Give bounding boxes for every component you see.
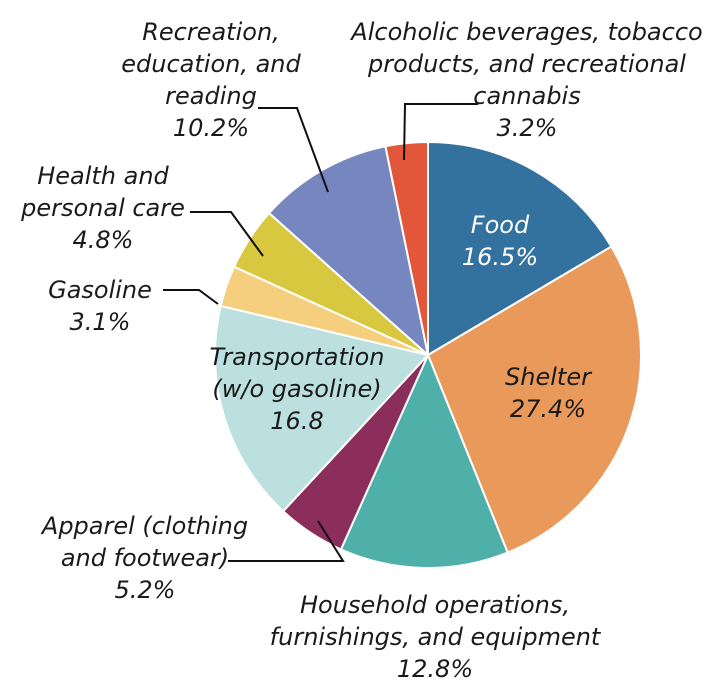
slice-label-line: 10.2%: [173, 114, 249, 142]
pie-slice-transportation: [214, 304, 430, 513]
slice-label-line: 4.8%: [73, 226, 134, 254]
slice-label-household: Household operations, furnishings, and eq…: [270, 591, 602, 683]
slice-label-line: Shelter: [505, 363, 593, 391]
pie-slices: [214, 140, 642, 569]
slice-labels: Food 16.5% Shelter 27.4% Household operation…: [20, 18, 703, 683]
slice-label-line: Apparel (clothing: [40, 512, 248, 540]
slice-label-line: cannabis: [473, 82, 580, 110]
slice-label-line: 3.1%: [70, 308, 131, 336]
slice-label-line: 16.8: [270, 407, 323, 435]
slice-label-line: Health and: [37, 162, 169, 190]
leader-line-recreation: [258, 107, 329, 193]
slice-label-health: Health and personal care 4.8%: [20, 162, 185, 254]
leader-line-apparel: [228, 520, 345, 562]
slice-label-line: 5.2%: [115, 576, 176, 604]
slice-label-line: personal care: [20, 194, 185, 222]
pie-slice-recreation: [267, 145, 430, 358]
pie-slice-shelter: [426, 245, 642, 554]
slice-label-line: 3.2%: [497, 114, 558, 142]
slice-label-line: Gasoline: [48, 276, 152, 304]
slice-label-line: and footwear): [61, 544, 229, 572]
slice-label-line: 12.8%: [397, 655, 473, 683]
slice-label-line: Transportation: [210, 343, 385, 371]
leader-lines: [163, 103, 478, 562]
slice-label-line: Household operations,: [300, 591, 570, 619]
slice-label-apparel: Apparel (clothing and footwear) 5.2%: [40, 512, 248, 604]
leader-line-health: [190, 211, 264, 257]
leader-line-alcohol: [403, 103, 478, 161]
slice-label-line: 16.5%: [462, 243, 538, 271]
pie-slice-alcohol: [384, 140, 429, 356]
slice-label-shelter: Shelter 27.4%: [505, 363, 593, 423]
slice-label-food: Food 16.5%: [462, 211, 538, 271]
slice-label-transportation: Transportation (w/o gasoline) 16.8: [210, 343, 385, 435]
slice-label-recreation: Recreation, education, and reading 10.2%: [121, 18, 301, 142]
slice-label-gasoline: Gasoline 3.1%: [48, 276, 152, 336]
slice-label-alcohol: Alcoholic beverages, tobacco products, an…: [349, 18, 702, 142]
slice-label-line: (w/o gasoline): [212, 375, 381, 403]
pie-slice-household: [339, 352, 509, 569]
pie-slice-food: [427, 140, 613, 357]
slice-label-line: products, and recreational: [367, 50, 686, 78]
leader-line-gasoline: [163, 289, 219, 305]
slice-label-line: Food: [471, 211, 530, 239]
slice-label-line: 27.4%: [510, 395, 586, 423]
slice-label-line: reading: [165, 82, 257, 110]
slice-label-line: Recreation,: [142, 18, 280, 46]
slice-label-line: Alcoholic beverages, tobacco: [349, 18, 702, 46]
slice-label-line: furnishings, and equipment: [270, 623, 602, 651]
slice-label-line: education, and: [121, 50, 301, 78]
